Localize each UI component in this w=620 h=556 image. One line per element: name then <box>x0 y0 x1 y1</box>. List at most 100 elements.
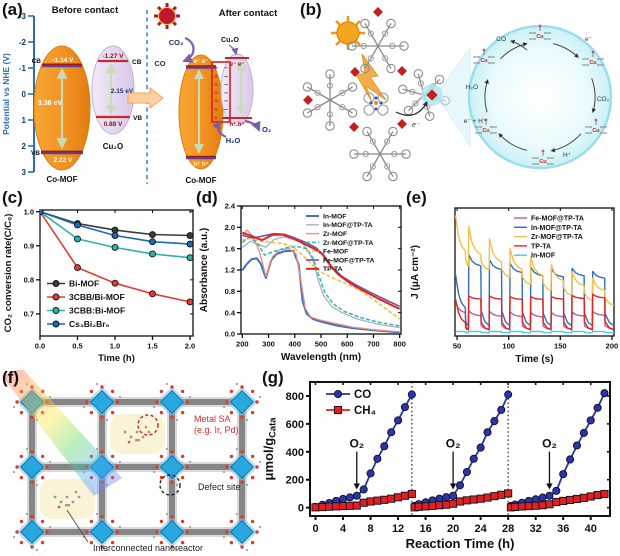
sun-icon <box>154 3 180 29</box>
g-annotation: O₂ <box>349 437 364 451</box>
c-legend-item: 3CBB:Bi-MOF <box>69 306 125 316</box>
product-yield-chart: 0 4 8 12 16 20 24 28 32 36 400200400600800Reaction… <box>261 381 611 551</box>
electron-transfer-arrow <box>395 101 428 116</box>
negative-charge: − <box>224 73 228 80</box>
axis-tick: -2 <box>19 38 27 47</box>
g-legend-item: CH₄ <box>354 405 376 417</box>
cu2o-pointer-arrow <box>228 44 239 56</box>
c-ytick: 0.9 <box>24 241 34 250</box>
d-legend-item: Zr-MOF <box>323 231 347 238</box>
d-ytick: 1.6 <box>225 244 235 253</box>
g-ytick: 600 <box>286 419 304 431</box>
co-label: CO <box>154 59 165 68</box>
c-series-3CBB/Bi-MOF <box>40 210 193 306</box>
cycle-h2o-label: H₂O <box>466 84 478 91</box>
e-xlabel: Time (s) <box>515 354 553 365</box>
e-xtick: 150 <box>554 342 567 351</box>
co2-to-co-arrow <box>182 36 195 63</box>
g-ytick: 400 <box>286 447 304 459</box>
d-xtick: 800 <box>393 340 406 349</box>
g-xtick: 16 <box>419 523 431 535</box>
cycle-co2-label: CO₂ <box>597 96 610 103</box>
panel-b-label: (b) <box>300 0 322 19</box>
co2-conversion-chart: 0.0 0.5 1.0 1.5 2.0 0.7 0.8 0.9 1.0 Time (h) CO₂ c… <box>3 207 195 364</box>
electron-label: e⁻ <box>412 122 421 129</box>
d-xtick: 700 <box>367 340 380 349</box>
d-series-In-MOF@TP-TA <box>241 236 400 329</box>
g-legend: CO CH₄ <box>326 389 376 417</box>
axis-tick: -3 <box>19 12 27 21</box>
e-xtick: 50 <box>453 342 461 351</box>
h2o-label: H₂O <box>226 136 241 145</box>
c-xlabel: Time (h) <box>98 353 135 364</box>
g-xtick: 40 <box>585 523 597 535</box>
vb-label: VB <box>31 150 40 157</box>
cb-label: CB <box>132 59 142 66</box>
nanoreactor-label: Interconnected nanoreactor <box>93 543 203 553</box>
d-legend-item: Fe-MOF@TP-TA <box>323 257 375 264</box>
potential-axis: -3 -2 -1 0 1 2 3 Potential vs NHE (V) <box>1 12 35 177</box>
co-release-arrow <box>510 39 528 51</box>
panel-f-nanoreactor: Metal SA (e.g. Ir, Pd) Defect site Inter… <box>0 370 265 556</box>
absorbance-chart: 200 300 400 500 600 700 800 0.0 0.4 0.8 1.2 1.6 2.0 2… <box>199 202 406 363</box>
co2-label: CO₂ <box>169 38 184 47</box>
holes-label: h⁺ h⁺ <box>193 161 208 168</box>
positive-charge: + <box>214 107 218 114</box>
sun-icon <box>331 16 365 50</box>
panel-g-chart: 0 4 8 12 16 20 24 28 32 36 40 0 200 400 600 800 Reaction… <box>260 370 618 556</box>
g-xtick: 36 <box>557 523 569 535</box>
d-ytick: 1.2 <box>225 266 235 275</box>
vb-label: VB <box>133 115 142 122</box>
d-legend-item: TP-TA <box>323 266 343 273</box>
c-legend-item: Bi-MOF <box>69 279 99 289</box>
d-series-Fe-MOF <box>242 237 401 320</box>
d-xtick: 200 <box>236 340 249 349</box>
g-annotation: O₂ <box>542 437 557 451</box>
d-legend: In-MOF In-MOF@TP-TA Zr-MOF Zr-MOF@TP-TA Fe-M… <box>306 213 375 273</box>
g-xtick: 28 <box>502 523 514 535</box>
cycle-eh-label: e⁻ + H⁺ <box>464 118 487 125</box>
d-xtick: 300 <box>262 340 275 349</box>
cycle-magnifier-circle <box>467 24 613 170</box>
d-series-In-MOF <box>241 249 400 334</box>
e-plot-frame <box>454 207 615 337</box>
e-legend-item: In-MOF <box>531 253 556 260</box>
negative-charge: − <box>224 65 228 72</box>
comof-before: CB -1.14 V VB 2.22 V 3.36 eV Co-MOF <box>31 45 91 184</box>
o2-arrow <box>244 119 261 132</box>
o2-label: O₂ <box>262 125 271 134</box>
c-xtick: 1.0 <box>110 342 120 351</box>
cycle-co-label: CO <box>496 36 506 43</box>
positive-charge: + <box>214 90 218 97</box>
g-xtick: 12 <box>392 523 404 535</box>
g-ytick: 200 <box>286 475 304 487</box>
g-xtick: 8 <box>367 523 373 535</box>
charge-separation-box: + −+ −+ −+ −+ −+ −+ − <box>211 61 231 123</box>
e-xtick: 100 <box>502 342 515 351</box>
g-xtick: 4 <box>340 523 347 535</box>
cycle-e-label: e⁻ <box>585 36 593 43</box>
transition-arrow <box>127 86 164 110</box>
panel-c-chart: 0.0 0.5 1.0 1.5 2.0 0.7 0.8 0.9 1.0 Time (h) CO₂ c… <box>0 190 200 370</box>
axis-tick: 1 <box>22 116 27 125</box>
e-series-TP-TA <box>455 293 614 331</box>
e-xtick: 200 <box>606 342 619 351</box>
band-diagram-svg: -3 -2 -1 0 1 2 3 Potential vs NHE (V) Be… <box>1 3 278 185</box>
before-contact-title: Before contact <box>52 5 119 16</box>
axis-tick: 0 <box>22 90 27 99</box>
d-ytick: 0.4 <box>225 308 236 317</box>
cb-label: CB <box>32 58 42 65</box>
metal-sa-label: Metal SA <box>194 414 231 424</box>
axis-tick: -1 <box>19 64 27 73</box>
panel-e-chart: 50 100 150 200 Time (s) J (μA cm⁻²) Fe-MOF@TP-… <box>405 190 620 370</box>
e-legend-item: In-MOF@TP-TA <box>531 225 582 232</box>
panel-g-label: (g) <box>262 368 284 387</box>
g-xtick: 0 <box>312 523 318 535</box>
c-legend: Bi-MOF 3CBB/Bi-MOF 3CBB:Bi-MOF Cs₃Bi₂Br₉ <box>47 279 125 329</box>
bandgap-value: 3.36 eV <box>38 100 62 107</box>
axis-tick: 2 <box>22 142 27 151</box>
panel-a-band-diagram: -3 -2 -1 0 1 2 3 Potential vs NHE (V) Be… <box>0 0 300 190</box>
d-ytick: 0.8 <box>225 287 235 296</box>
cu2o-after: e⁻ e⁻ h⁺ h⁺ <box>220 53 254 128</box>
g-xtick: 32 <box>530 523 542 535</box>
